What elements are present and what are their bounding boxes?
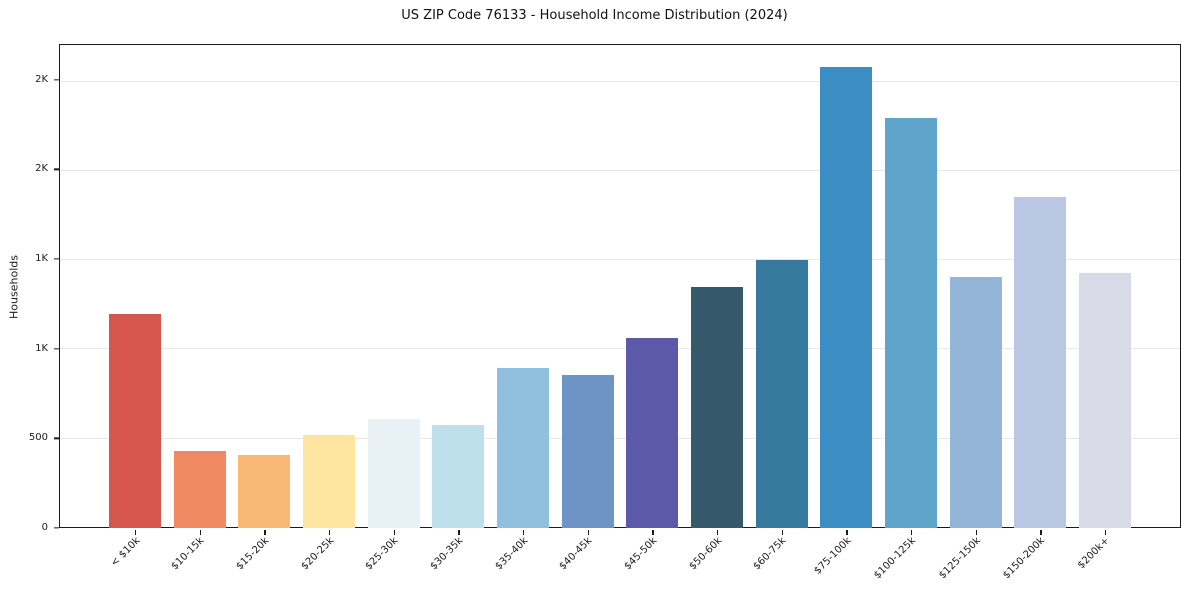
gridline — [60, 259, 1180, 261]
x-tick-mark — [910, 529, 913, 535]
y-tick-mark — [54, 437, 59, 440]
x-tick-mark — [264, 529, 266, 535]
y-tick-mark — [54, 258, 59, 260]
x-tick-mark — [781, 529, 783, 535]
x-tick-mark — [393, 529, 396, 535]
x-tick-mark — [587, 529, 589, 535]
bar-slot: $20-25k — [299, 44, 355, 572]
x-tick-label: $35-40k — [493, 535, 531, 573]
x-tick-mark — [199, 529, 202, 535]
y-tick-mark — [54, 348, 59, 350]
bar-slot: $60-75k — [752, 44, 808, 572]
y-tick-label: 2K — [35, 163, 48, 175]
bar — [949, 277, 1002, 528]
bar-slot: $150-200k — [1001, 44, 1067, 581]
bar — [1078, 273, 1131, 528]
y-tick-label: 500 — [28, 432, 48, 444]
x-tick-label: $10-15k — [169, 535, 207, 573]
x-tick-mark — [716, 529, 719, 535]
gridline — [60, 169, 1180, 171]
bar-slot: $35-40k — [493, 44, 549, 572]
bars-container: < $10k $10-15k $15-20k $20-25k $25-30k $30-35… — [59, 44, 1181, 581]
y-axis-tick-marks — [0, 44, 59, 529]
bar — [820, 67, 873, 528]
y-tick-label: 2K — [35, 73, 48, 85]
y-tick-mark — [54, 527, 59, 529]
bar — [496, 368, 549, 528]
bar-slot: $25-30k — [364, 44, 420, 572]
bar — [109, 313, 161, 528]
bar-slot: $200k+ — [1076, 44, 1131, 571]
bar — [1014, 197, 1067, 528]
bar — [173, 450, 226, 528]
x-tick-label: $40-45k — [557, 535, 595, 573]
y-tick-mark — [54, 79, 59, 81]
bar — [238, 455, 291, 528]
x-tick-mark — [1104, 529, 1107, 535]
bar-slot: $125-150k — [937, 44, 1002, 581]
x-tick-label: $200k+ — [1076, 535, 1112, 572]
x-tick-label: $150-200k — [1001, 535, 1048, 582]
x-tick-label: $30-35k — [428, 535, 466, 573]
bar-slot: $15-20k — [234, 44, 291, 572]
y-tick-mark — [54, 168, 59, 171]
bar — [561, 374, 614, 528]
y-axis-tick-labels: 0 500 1K 1K 2K 2K — [0, 44, 59, 532]
x-tick-label: $45-50k — [622, 535, 660, 573]
x-tick-label: $25-30k — [363, 535, 401, 573]
bar-slot: $30-35k — [428, 44, 485, 572]
x-tick-mark — [458, 529, 460, 535]
bar — [755, 260, 808, 528]
x-tick-label: < $10k — [108, 535, 143, 569]
x-tick-label: $100-125k — [872, 535, 918, 582]
bar — [302, 434, 355, 528]
x-tick-label: $20-25k — [299, 535, 337, 573]
bar-slot: $100-125k — [872, 44, 937, 581]
gridline — [60, 437, 1180, 439]
chart-title: US ZIP Code 76133 - Household Income Dis… — [401, 8, 788, 23]
x-tick-mark — [652, 529, 654, 535]
bar-slot: $10-15k — [170, 44, 226, 572]
bar-slot: $75-100k — [812, 44, 873, 577]
y-tick-label: 1K — [35, 253, 48, 265]
x-tick-mark — [975, 529, 977, 535]
bar-slot: < $10k — [109, 44, 161, 569]
x-tick-mark — [328, 529, 331, 535]
x-tick-mark — [135, 529, 137, 535]
bar — [367, 418, 420, 528]
bar — [690, 286, 743, 528]
bar-slot: $40-45k — [558, 44, 614, 572]
x-tick-mark — [522, 529, 525, 535]
bar — [626, 338, 679, 528]
x-tick-label: $125-150k — [936, 535, 983, 582]
y-tick-label: 1K — [35, 342, 48, 354]
x-tick-mark — [1040, 529, 1042, 535]
y-tick-label: 0 — [41, 522, 48, 533]
x-tick-label: $60-75k — [751, 535, 789, 573]
bar-slot: $50-60k — [687, 44, 743, 572]
gridline — [60, 348, 1180, 350]
x-tick-label: $15-20k — [234, 535, 272, 573]
gridline — [60, 80, 1180, 82]
x-tick-mark — [846, 529, 848, 535]
bar-slot: $45-50k — [622, 44, 679, 572]
bar — [432, 424, 485, 528]
x-tick-label: $75-100k — [811, 535, 854, 577]
x-tick-label: $50-60k — [687, 535, 724, 573]
bar — [884, 118, 937, 528]
